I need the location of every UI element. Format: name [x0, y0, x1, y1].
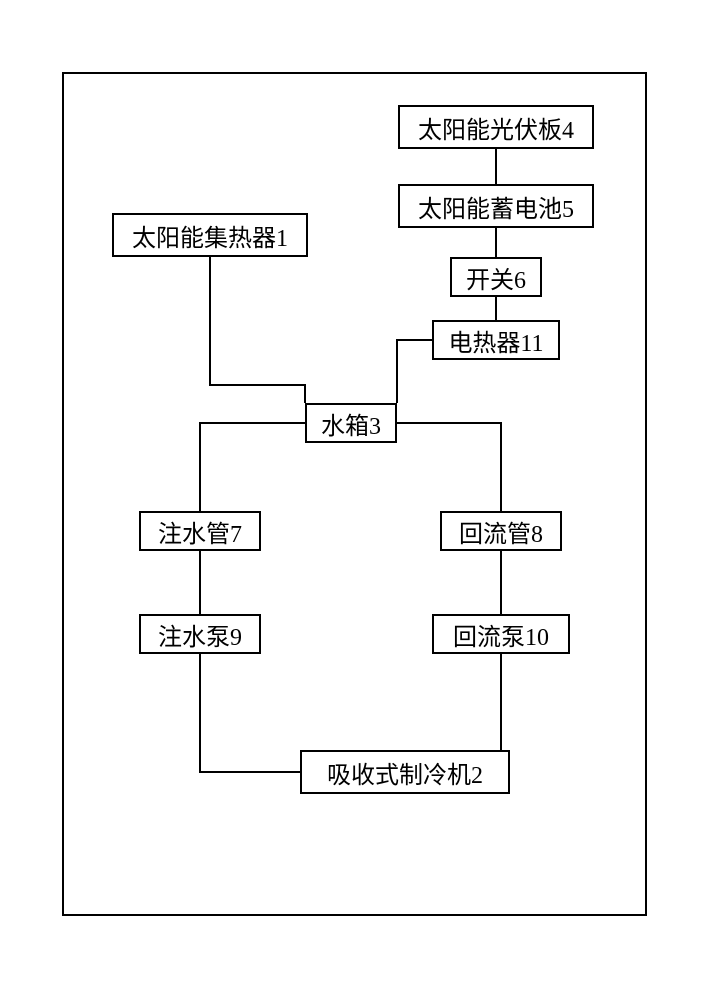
label-return-pump: 回流泵10	[453, 617, 549, 652]
node-return-pump: 回流泵10	[432, 614, 570, 654]
node-inlet-pipe: 注水管7	[139, 511, 261, 551]
node-battery: 太阳能蓄电池5	[398, 184, 594, 228]
node-tank: 水箱3	[305, 403, 397, 443]
node-switch: 开关6	[450, 257, 542, 297]
node-collector: 太阳能集热器1	[112, 213, 308, 257]
label-battery: 太阳能蓄电池5	[418, 189, 574, 224]
label-heater: 电热器11	[448, 323, 543, 358]
label-pv-panel: 太阳能光伏板4	[418, 110, 574, 145]
label-inlet-pipe: 注水管7	[158, 514, 242, 549]
label-collector: 太阳能集热器1	[132, 218, 288, 253]
label-return-pipe: 回流管8	[459, 514, 543, 549]
node-heater: 电热器11	[432, 320, 560, 360]
node-return-pipe: 回流管8	[440, 511, 562, 551]
label-switch: 开关6	[466, 260, 526, 295]
label-inlet-pump: 注水泵9	[158, 617, 242, 652]
node-pv-panel: 太阳能光伏板4	[398, 105, 594, 149]
label-tank: 水箱3	[321, 406, 381, 441]
node-inlet-pump: 注水泵9	[139, 614, 261, 654]
label-chiller: 吸收式制冷机2	[327, 755, 483, 790]
node-chiller: 吸收式制冷机2	[300, 750, 510, 794]
diagram-canvas: 太阳能光伏板4 太阳能蓄电池5 太阳能集热器1 开关6 电热器11 水箱3 注水…	[0, 0, 711, 1000]
